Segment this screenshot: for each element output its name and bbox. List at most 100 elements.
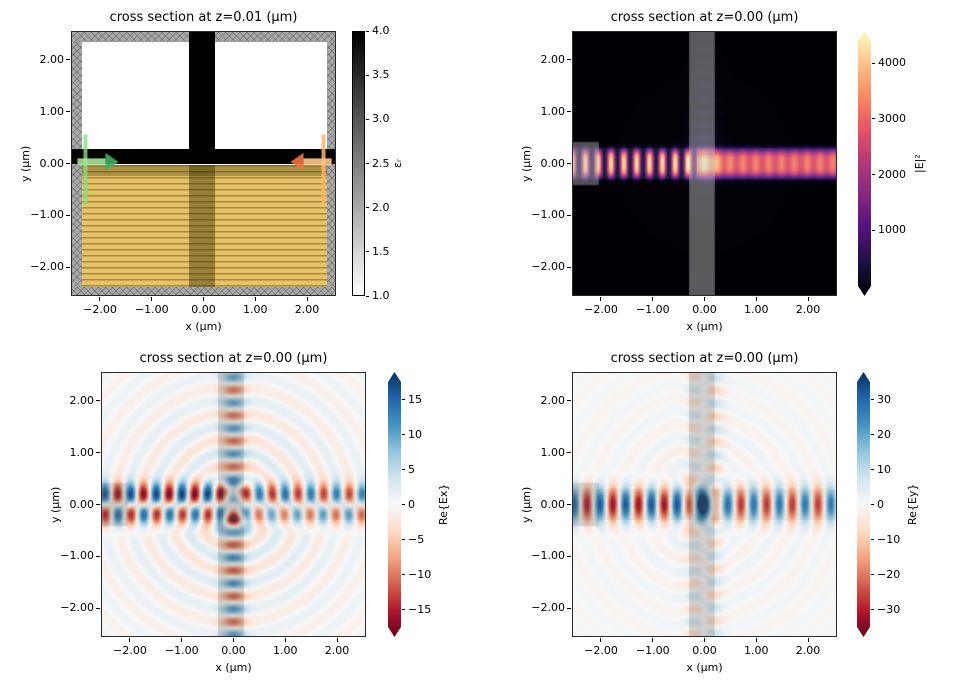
colorbar-tick xyxy=(402,434,405,435)
colorbar-tick-label: −30 xyxy=(877,602,901,616)
x-axis-label: x (μm) xyxy=(686,661,723,674)
y-tick-label: 1.00 xyxy=(540,445,566,459)
x-tick xyxy=(203,297,204,301)
buried-waveguide-strip xyxy=(188,164,215,287)
x-tick xyxy=(652,638,654,642)
colorbar-tick-label: 1000 xyxy=(878,223,906,237)
y-tick xyxy=(96,504,100,505)
y-tick xyxy=(567,59,571,61)
colorbar-tick-label: 30 xyxy=(877,392,891,406)
colorbar-tick xyxy=(871,504,874,505)
x-tick-label: −1.00 xyxy=(635,303,670,316)
plot-title: cross section at z=0.00 (μm) xyxy=(610,10,799,25)
x-tick-label: 1.00 xyxy=(273,644,298,657)
colorbar-tick-label: 2.0 xyxy=(372,200,390,214)
colorbar xyxy=(857,372,870,637)
intensity-field-canvas xyxy=(573,32,836,295)
x-tick xyxy=(652,297,654,301)
x-tick-label: −1.00 xyxy=(134,303,169,316)
waveguide-vertical xyxy=(188,32,215,149)
colorbar-tick xyxy=(402,574,405,575)
x-tick xyxy=(151,297,153,301)
x-tick xyxy=(254,297,256,301)
mode-source-arrow-shaft xyxy=(77,158,106,166)
y-tick xyxy=(567,266,571,268)
colorbar-tick xyxy=(402,469,405,470)
y-tick xyxy=(66,266,70,268)
colorbar-tick xyxy=(366,251,369,253)
plot-title: cross section at z=0.01 (μm) xyxy=(109,10,298,25)
x-tick xyxy=(704,638,705,642)
colorbar-tick-label: 0 xyxy=(408,497,415,511)
y-tick xyxy=(567,555,571,557)
y-tick-label: 1.00 xyxy=(540,104,566,118)
y-tick-label: 0.00 xyxy=(540,497,566,511)
pml-boundary-bottom xyxy=(72,286,335,295)
colorbar-tick xyxy=(872,62,875,64)
x-axis-label: x (μm) xyxy=(686,320,723,333)
colorbar-tick xyxy=(402,609,405,610)
colorbar-tick xyxy=(872,229,875,231)
mode-source-arrow-head xyxy=(105,152,119,171)
x-tick xyxy=(600,297,602,301)
x-tick-label: 0.00 xyxy=(692,303,717,316)
x-tick-label: 0.00 xyxy=(191,303,216,316)
y-tick-label: −2.00 xyxy=(531,260,565,274)
y-tick xyxy=(567,607,571,609)
x-tick xyxy=(233,638,234,642)
colorbar xyxy=(352,31,365,296)
y-tick-label: 1.00 xyxy=(39,104,65,118)
y-tick-label: 0.00 xyxy=(540,156,566,170)
colorbar-tick xyxy=(366,74,369,76)
y-tick-label: 0.00 xyxy=(69,497,95,511)
colorbar-tick xyxy=(871,399,874,400)
plot-area xyxy=(71,31,336,296)
colorbar-tick-label: 10 xyxy=(408,427,422,441)
pml-boundary-left xyxy=(72,42,83,287)
y-tick xyxy=(66,59,70,61)
x-tick xyxy=(807,638,809,642)
x-tick xyxy=(181,638,183,642)
x-tick-label: 1.00 xyxy=(744,303,769,316)
y-tick-label: −1.00 xyxy=(531,208,565,222)
x-tick-label: −1.00 xyxy=(635,644,670,657)
x-tick-label: 2.00 xyxy=(795,644,821,657)
colorbar-tick xyxy=(872,118,875,120)
colorbar-tick-label: −15 xyxy=(408,602,432,616)
x-axis-label: x (μm) xyxy=(215,661,252,674)
x-tick-label: −1.00 xyxy=(164,644,199,657)
x-tick-label: −2.00 xyxy=(113,644,147,657)
x-tick xyxy=(129,638,131,642)
colorbar-tick-label: −5 xyxy=(408,532,425,546)
y-tick-label: −2.00 xyxy=(60,601,94,615)
colorbar-tick-label: −20 xyxy=(877,567,901,581)
y-tick xyxy=(96,452,100,454)
colorbar-tick xyxy=(366,118,369,120)
y-tick-label: −2.00 xyxy=(531,601,565,615)
waveguide-horizontal xyxy=(72,148,335,165)
colorbar-tick-label: 1.0 xyxy=(372,289,390,302)
y-tick-label: −1.00 xyxy=(531,549,565,563)
y-tick xyxy=(567,111,571,113)
colorbar xyxy=(858,31,871,296)
y-tick xyxy=(567,400,571,402)
x-tick-label: −2.00 xyxy=(584,303,618,316)
y-tick-label: 1.00 xyxy=(69,445,95,459)
colorbar xyxy=(388,372,401,637)
colorbar-tick-label: 10 xyxy=(877,462,891,476)
colorbar-tick xyxy=(402,504,405,505)
y-tick xyxy=(567,214,571,216)
colorbar-tick-label: 4000 xyxy=(878,56,906,70)
colorbar-tick xyxy=(871,539,874,540)
x-tick-label: 1.00 xyxy=(744,644,769,657)
y-tick xyxy=(567,163,571,164)
y-tick-label: −2.00 xyxy=(30,260,64,274)
mode-monitor-plane xyxy=(321,134,326,205)
x-tick xyxy=(807,297,809,301)
y-tick-label: 2.00 xyxy=(69,393,95,407)
mode-monitor-arrow-head xyxy=(290,152,304,171)
